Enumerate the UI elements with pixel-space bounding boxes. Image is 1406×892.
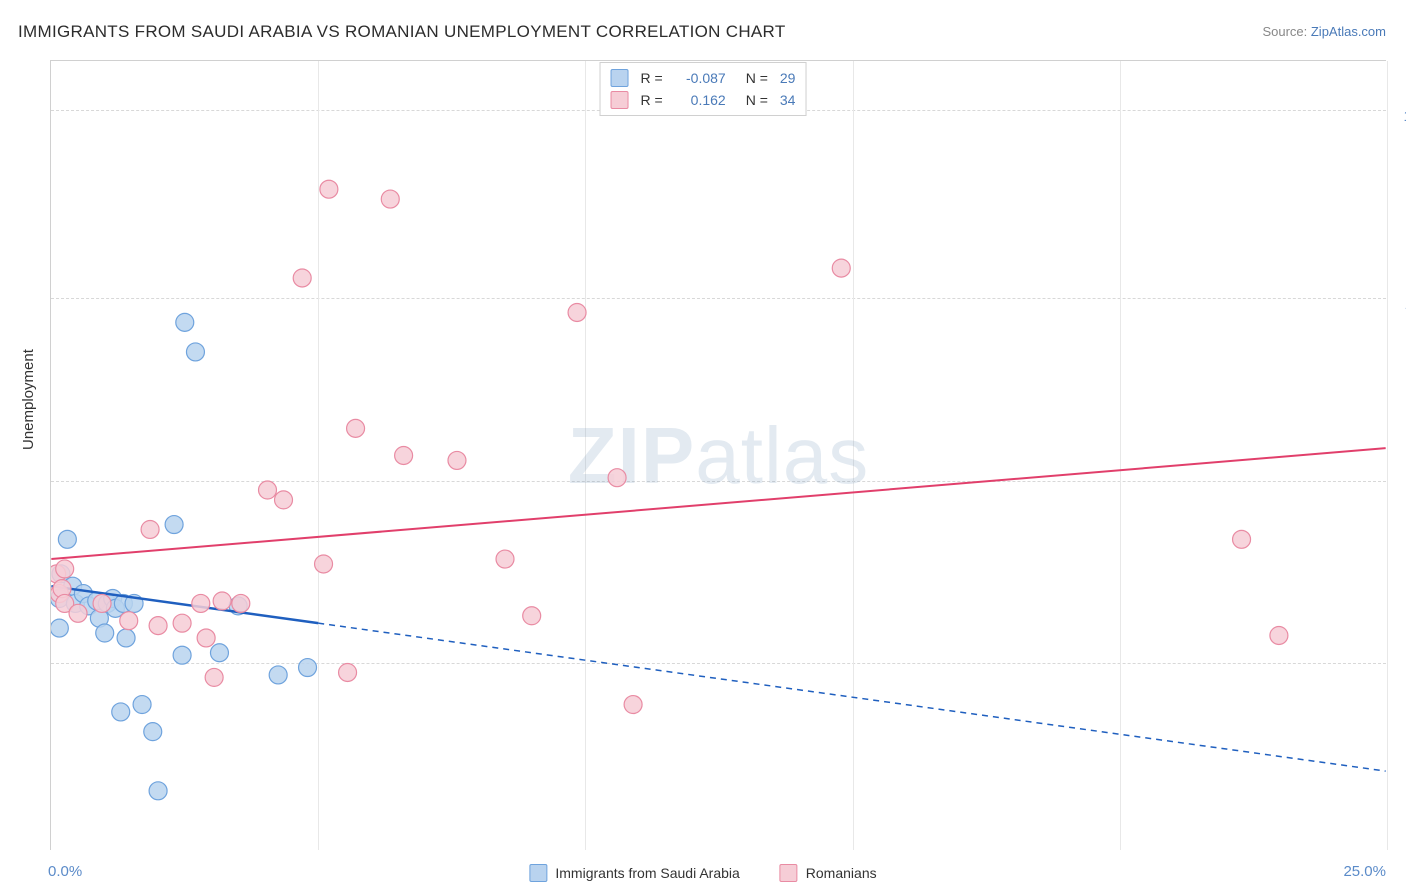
data-point xyxy=(144,723,162,741)
data-point xyxy=(176,313,194,331)
r-value: -0.087 xyxy=(671,70,726,86)
data-point xyxy=(197,629,215,647)
data-point xyxy=(1233,530,1251,548)
data-point xyxy=(192,594,210,612)
data-point xyxy=(186,343,204,361)
data-point xyxy=(381,190,399,208)
legend-item: Romanians xyxy=(780,864,877,882)
stats-legend: R = -0.087 N = 29 R = 0.162 N = 34 xyxy=(600,62,807,116)
data-point xyxy=(173,646,191,664)
data-point xyxy=(58,530,76,548)
data-point xyxy=(210,644,228,662)
data-point xyxy=(293,269,311,287)
legend-swatch-icon xyxy=(780,864,798,882)
legend-swatch-icon xyxy=(611,69,629,87)
trend-line-dashed xyxy=(318,623,1385,771)
data-point xyxy=(117,629,135,647)
data-point xyxy=(395,447,413,465)
data-point xyxy=(96,624,114,642)
source-prefix: Source: xyxy=(1262,24,1310,39)
data-point xyxy=(339,663,357,681)
data-point xyxy=(832,259,850,277)
data-point xyxy=(133,696,151,714)
r-label: R = xyxy=(641,92,663,108)
data-point xyxy=(608,469,626,487)
data-point xyxy=(568,304,586,322)
scatter-svg xyxy=(51,61,1386,850)
gridline-vertical xyxy=(1387,61,1388,850)
data-point xyxy=(112,703,130,721)
data-point xyxy=(51,619,68,637)
data-point xyxy=(523,607,541,625)
data-point xyxy=(269,666,287,684)
data-point xyxy=(275,491,293,509)
stats-legend-row: R = 0.162 N = 34 xyxy=(611,89,796,111)
chart-container: IMMIGRANTS FROM SAUDI ARABIA VS ROMANIAN… xyxy=(0,0,1406,892)
data-point xyxy=(213,592,231,610)
data-point xyxy=(315,555,333,573)
data-point xyxy=(259,481,277,499)
legend-label: Romanians xyxy=(806,865,877,881)
stats-legend-row: R = -0.087 N = 29 xyxy=(611,67,796,89)
n-value: 34 xyxy=(780,92,796,108)
data-point xyxy=(320,180,338,198)
data-point xyxy=(624,696,642,714)
data-point xyxy=(299,659,317,677)
data-point xyxy=(120,612,138,630)
data-point xyxy=(448,451,466,469)
data-point xyxy=(347,419,365,437)
trend-line-solid xyxy=(51,448,1385,559)
source-link[interactable]: ZipAtlas.com xyxy=(1311,24,1386,39)
data-point xyxy=(141,520,159,538)
plot-area: ZIPatlas 3.8%7.5%11.2%15.0% xyxy=(50,60,1386,850)
source-attribution: Source: ZipAtlas.com xyxy=(1262,24,1386,39)
n-label: N = xyxy=(746,70,768,86)
x-axis-min-label: 0.0% xyxy=(48,863,82,880)
data-point xyxy=(232,594,250,612)
y-axis-title: Unemployment xyxy=(20,349,37,450)
data-point xyxy=(1270,627,1288,645)
data-point xyxy=(496,550,514,568)
n-label: N = xyxy=(746,92,768,108)
chart-title: IMMIGRANTS FROM SAUDI ARABIA VS ROMANIAN… xyxy=(18,22,786,42)
data-point xyxy=(173,614,191,632)
data-point xyxy=(93,594,111,612)
data-point xyxy=(205,668,223,686)
legend-swatch-icon xyxy=(611,91,629,109)
x-axis-max-label: 25.0% xyxy=(1343,863,1386,880)
data-point xyxy=(69,604,87,622)
series-legend: Immigrants from Saudi Arabia Romanians xyxy=(529,864,876,882)
legend-swatch-icon xyxy=(529,864,547,882)
r-value: 0.162 xyxy=(671,92,726,108)
data-point xyxy=(149,782,167,800)
n-value: 29 xyxy=(780,70,796,86)
r-label: R = xyxy=(641,70,663,86)
data-point xyxy=(56,560,74,578)
data-point xyxy=(165,516,183,534)
data-point xyxy=(149,617,167,635)
legend-item: Immigrants from Saudi Arabia xyxy=(529,864,739,882)
legend-label: Immigrants from Saudi Arabia xyxy=(555,865,739,881)
